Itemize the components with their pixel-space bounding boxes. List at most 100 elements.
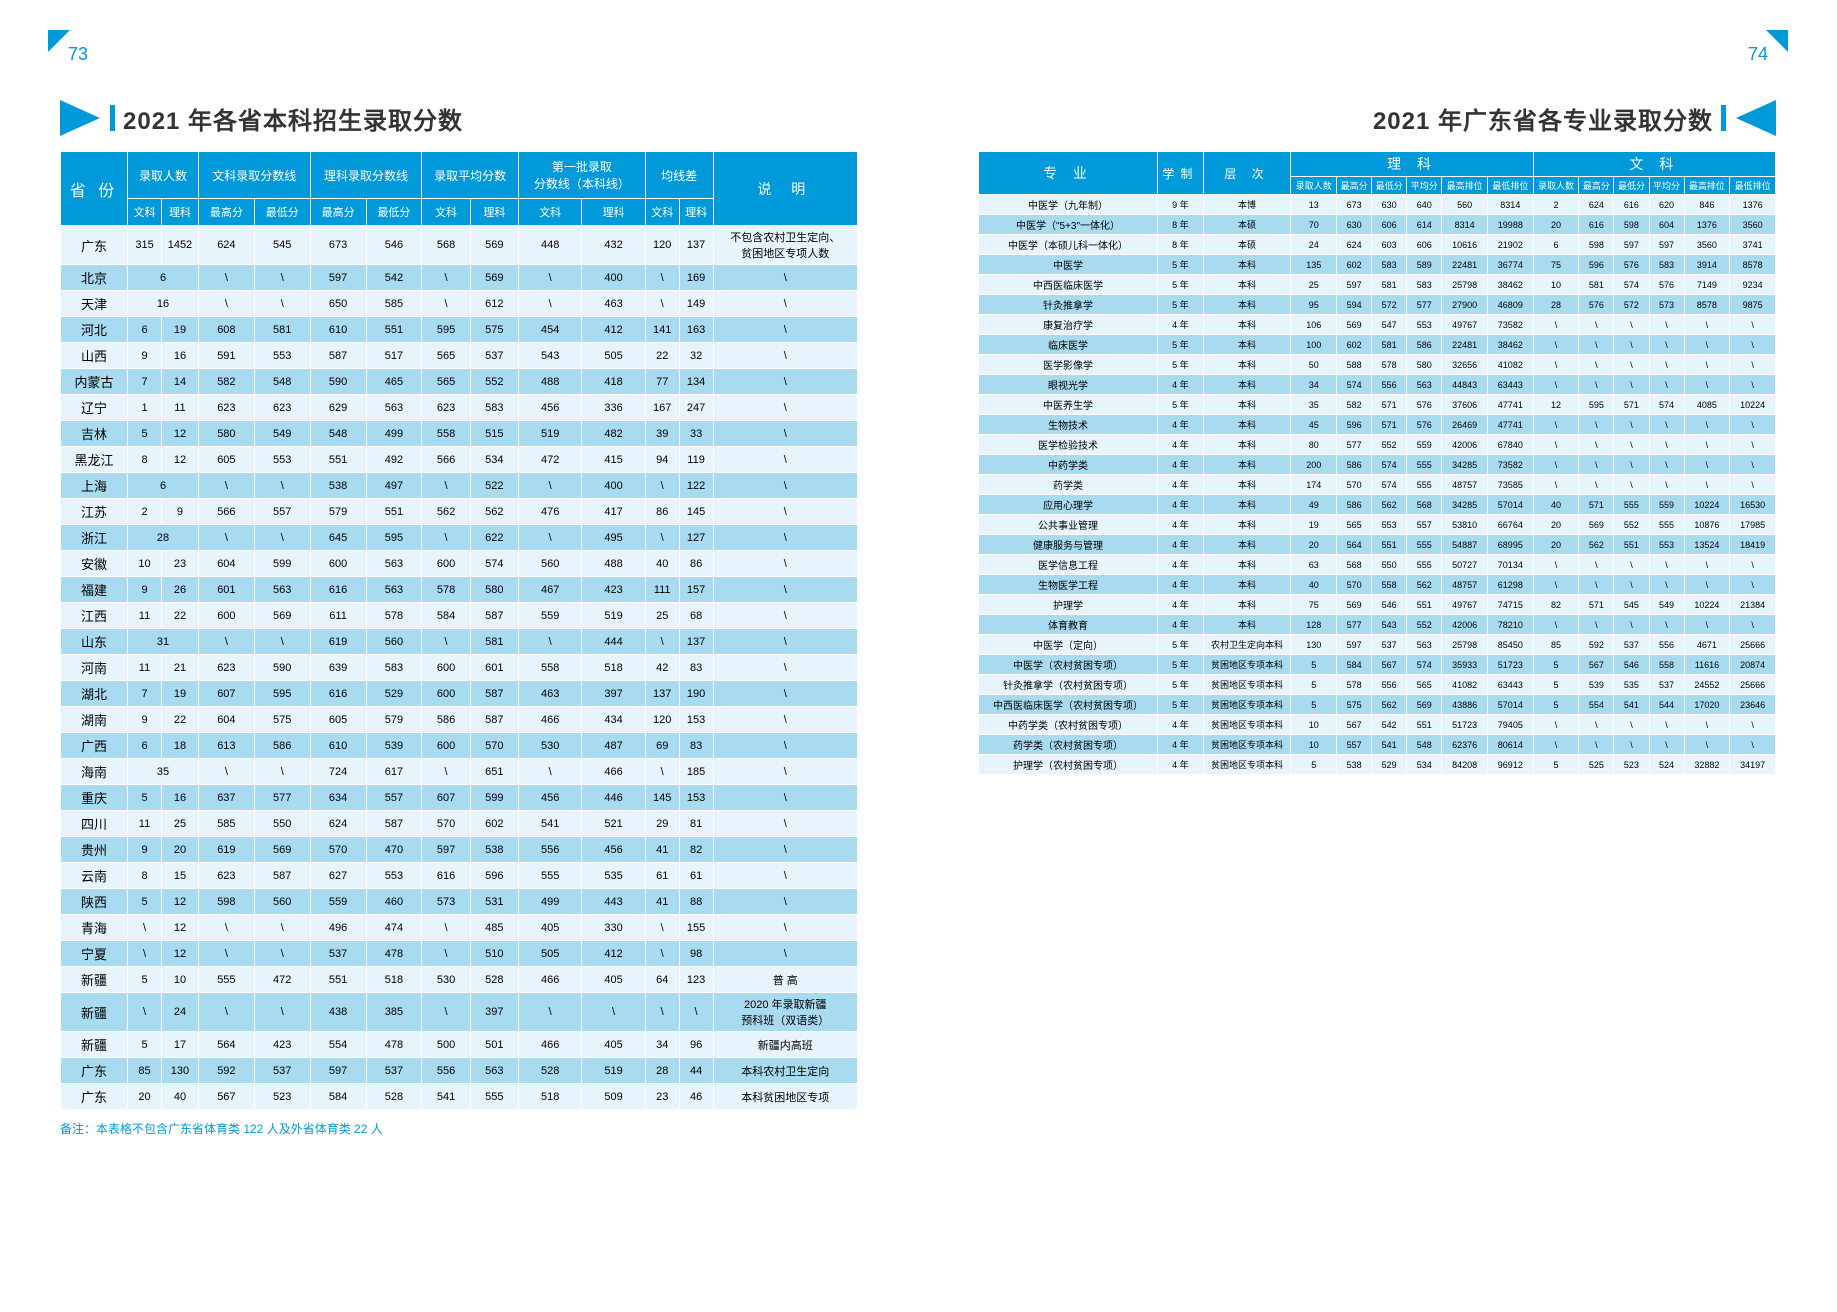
col-header: 理 科 (1291, 152, 1533, 177)
table-cell: 563 (254, 577, 310, 603)
table-cell: 555 (1407, 555, 1442, 575)
table-row: 陕西5125985605594605735314994434188\ (61, 889, 858, 915)
table-cell: 5 (1533, 755, 1579, 775)
table-cell: 519 (582, 1058, 645, 1084)
table-cell: 123 (679, 967, 713, 993)
table-cell: \ (1614, 475, 1649, 495)
table-cell: 606 (1372, 215, 1407, 235)
table-cell: 558 (422, 421, 470, 447)
table-cell: 不包含农村卫生定向、贫困地区专项人数 (713, 226, 857, 265)
table-cell: 541 (519, 811, 582, 837)
table-row: 临床医学5 年本科1006025815862248138462\\\\\\ (979, 335, 1776, 355)
table-cell: 47741 (1488, 415, 1534, 435)
table-cell: 577 (1337, 435, 1372, 455)
table-cell: 537 (366, 1058, 422, 1084)
table-cell: 5 (1291, 655, 1337, 675)
table-cell: 48757 (1442, 575, 1488, 595)
table-cell: 546 (1372, 595, 1407, 615)
table-cell: 94 (645, 447, 679, 473)
table-cell: 569 (254, 603, 310, 629)
table-cell: 597 (1649, 235, 1684, 255)
table-cell: 497 (366, 473, 422, 499)
table-cell: 580 (1407, 355, 1442, 375)
table-cell: 637 (198, 785, 254, 811)
table-cell: \ (713, 603, 857, 629)
table-cell: 595 (422, 317, 470, 343)
table-cell: 中药学类（农村贫困专项） (979, 715, 1158, 735)
table-row: 河北619608581610551595575454412141163\ (61, 317, 858, 343)
table-cell: \ (128, 915, 162, 941)
col-subheader: 文科 (422, 199, 470, 226)
table-cell: 576 (1407, 395, 1442, 415)
table-cell: 581 (1579, 275, 1614, 295)
table-row: 四川11255855506245875706025415212981\ (61, 811, 858, 837)
table-cell: 应用心理学 (979, 495, 1158, 515)
table-cell: 482 (582, 421, 645, 447)
table-cell: 456 (519, 785, 582, 811)
table-cell: 本科 (1203, 395, 1291, 415)
table-cell: 22 (161, 603, 198, 629)
table-cell: 48757 (1442, 475, 1488, 495)
table-cell: 551 (310, 967, 366, 993)
table-cell: 17020 (1684, 695, 1730, 715)
table-cell: 127 (679, 525, 713, 551)
table-cell: 562 (1372, 695, 1407, 715)
table-row: 中医学（定向）5 年农村卫生定向本科1305975375632579885450… (979, 635, 1776, 655)
table-cell: 602 (1337, 335, 1372, 355)
table-cell: 15 (161, 863, 198, 889)
table-cell: 85 (128, 1058, 162, 1084)
table-cell: 80614 (1488, 735, 1534, 755)
table-cell: 563 (366, 577, 422, 603)
table-cell: 478 (366, 1032, 422, 1058)
table-cell: \ (1730, 575, 1776, 595)
table-cell: 591 (198, 343, 254, 369)
table-cell: \ (198, 265, 254, 291)
table-cell: 597 (310, 265, 366, 291)
col-subheader: 理科 (582, 199, 645, 226)
table-cell: 537 (1372, 635, 1407, 655)
table-cell: 3560 (1684, 235, 1730, 255)
table-cell: 37606 (1442, 395, 1488, 415)
table-cell: 405 (582, 1032, 645, 1058)
table-cell: 579 (310, 499, 366, 525)
table-cell: 4085 (1684, 395, 1730, 415)
table-cell: 25666 (1730, 675, 1776, 695)
table-cell: \ (1614, 315, 1649, 335)
table-cell: 336 (582, 395, 645, 421)
table-cell: 423 (254, 1032, 310, 1058)
table-cell: 558 (519, 655, 582, 681)
table-row: 中药学类（农村贫困专项）4 年贫困地区专项本科10567542551517237… (979, 715, 1776, 735)
table-cell: 5 年 (1158, 395, 1204, 415)
table-cell: 新疆 (61, 967, 128, 993)
table-row: 内蒙古71458254859046556555248841877134\ (61, 369, 858, 395)
table-cell: 247 (679, 395, 713, 421)
table-row: 中医学（"5+3"一体化）8 年本硕7063060661483141998820… (979, 215, 1776, 235)
table-row: 新疆5175644235544785005014664053496新疆内高班 (61, 1032, 858, 1058)
table-cell: \ (422, 525, 470, 551)
table-cell: 586 (1337, 455, 1372, 475)
table-cell: 612 (470, 291, 518, 317)
table-cell: 583 (366, 655, 422, 681)
table-cell: 585 (366, 291, 422, 317)
table-cell: 525 (1579, 755, 1614, 775)
table-cell: 河北 (61, 317, 128, 343)
table-cell: 614 (1407, 215, 1442, 235)
table-cell: 中医学（"5+3"一体化） (979, 215, 1158, 235)
corner-decoration (48, 30, 70, 52)
table-cell: \ (254, 993, 310, 1032)
table-cell: 16530 (1730, 495, 1776, 515)
table-cell: 559 (1407, 435, 1442, 455)
table-cell: 106 (1291, 315, 1337, 335)
table-cell: 569 (1337, 595, 1372, 615)
table-cell: 4 年 (1158, 415, 1204, 435)
table-row: 医学检验技术4 年本科805775525594200667840\\\\\\ (979, 435, 1776, 455)
table-cell: \ (1649, 735, 1684, 755)
table-cell: 上海 (61, 473, 128, 499)
table-cell: 本科 (1203, 495, 1291, 515)
table-cell: 600 (422, 655, 470, 681)
table-cell: 624 (1337, 235, 1372, 255)
table-cell: \ (198, 525, 254, 551)
col-subheader: 平均分 (1407, 177, 1442, 195)
table-cell: 中医学（农村贫困专项） (979, 655, 1158, 675)
table-cell: 400 (582, 473, 645, 499)
